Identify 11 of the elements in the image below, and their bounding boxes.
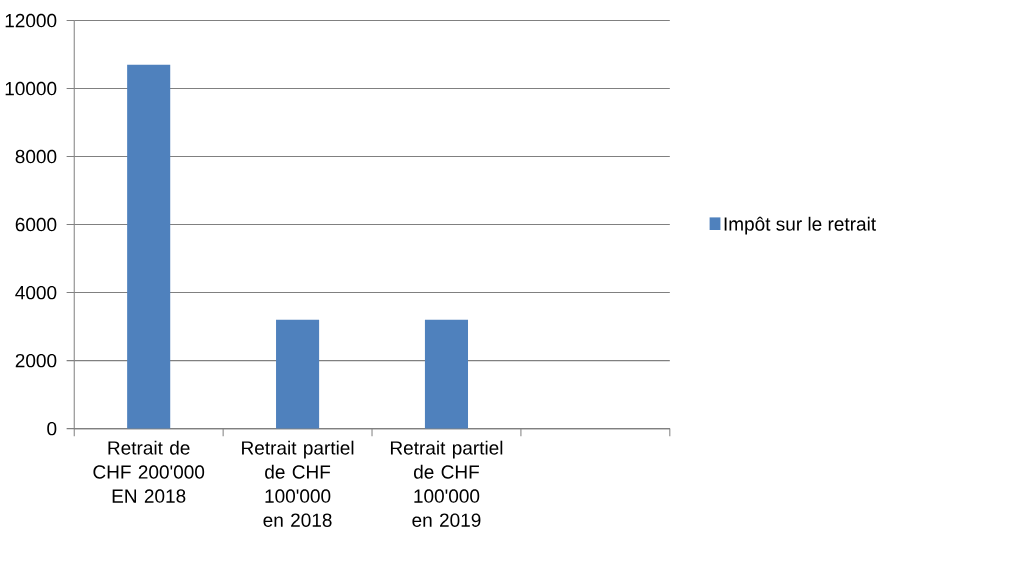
- x-tick-label: Retrait partiel de CHF 100'000 en 2019: [390, 440, 503, 527]
- x-tick-label: Retrait de CHF 200'000 EN 2018: [93, 440, 205, 503]
- y-tick-label: 12000: [5, 13, 57, 28]
- x-tick-label: Retrait partiel de CHF 100'000 en 2018: [242, 440, 354, 527]
- y-tick-label: 2000: [15, 353, 57, 368]
- y-tick-label: 8000: [15, 149, 57, 164]
- y-tick-label: 4000: [15, 285, 57, 300]
- y-tick-label: 0: [47, 421, 57, 436]
- legend-label: Impôt sur le retrait: [724, 216, 876, 235]
- y-tick-label: 10000: [5, 81, 57, 96]
- y-tick-label: 6000: [15, 217, 57, 232]
